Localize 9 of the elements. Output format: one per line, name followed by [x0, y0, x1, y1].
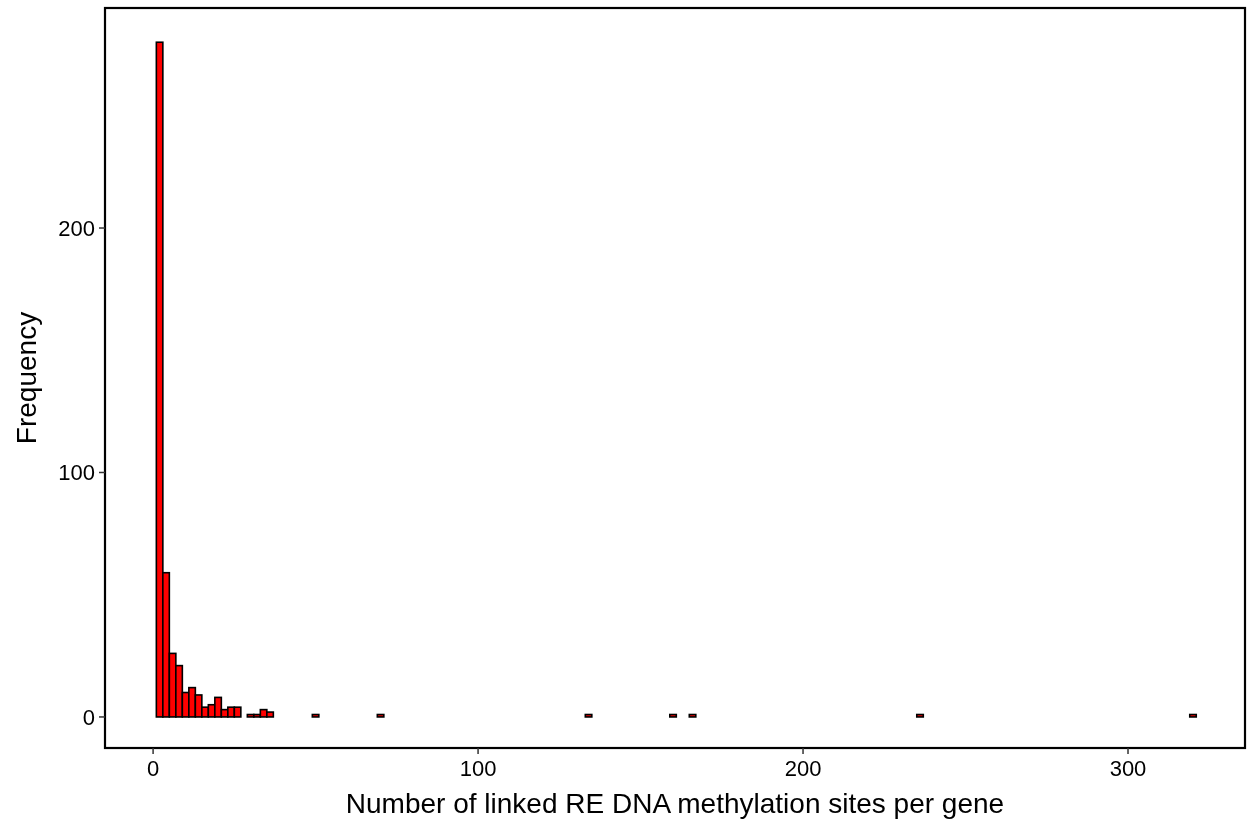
- x-tick-label: 300: [1109, 756, 1147, 781]
- y-tick-label: 100: [58, 460, 95, 486]
- x-tick-label: 200: [784, 756, 822, 781]
- y-tick-label: 200: [58, 215, 95, 241]
- y-tick-label: 0: [82, 704, 95, 730]
- x-tick-label: 0: [146, 756, 160, 781]
- y-axis-title: Frequency: [11, 311, 42, 445]
- x-tick-label: 100: [459, 756, 497, 781]
- x-axis-title: Number of linked RE DNA methylation sites per gene: [345, 788, 1005, 819]
